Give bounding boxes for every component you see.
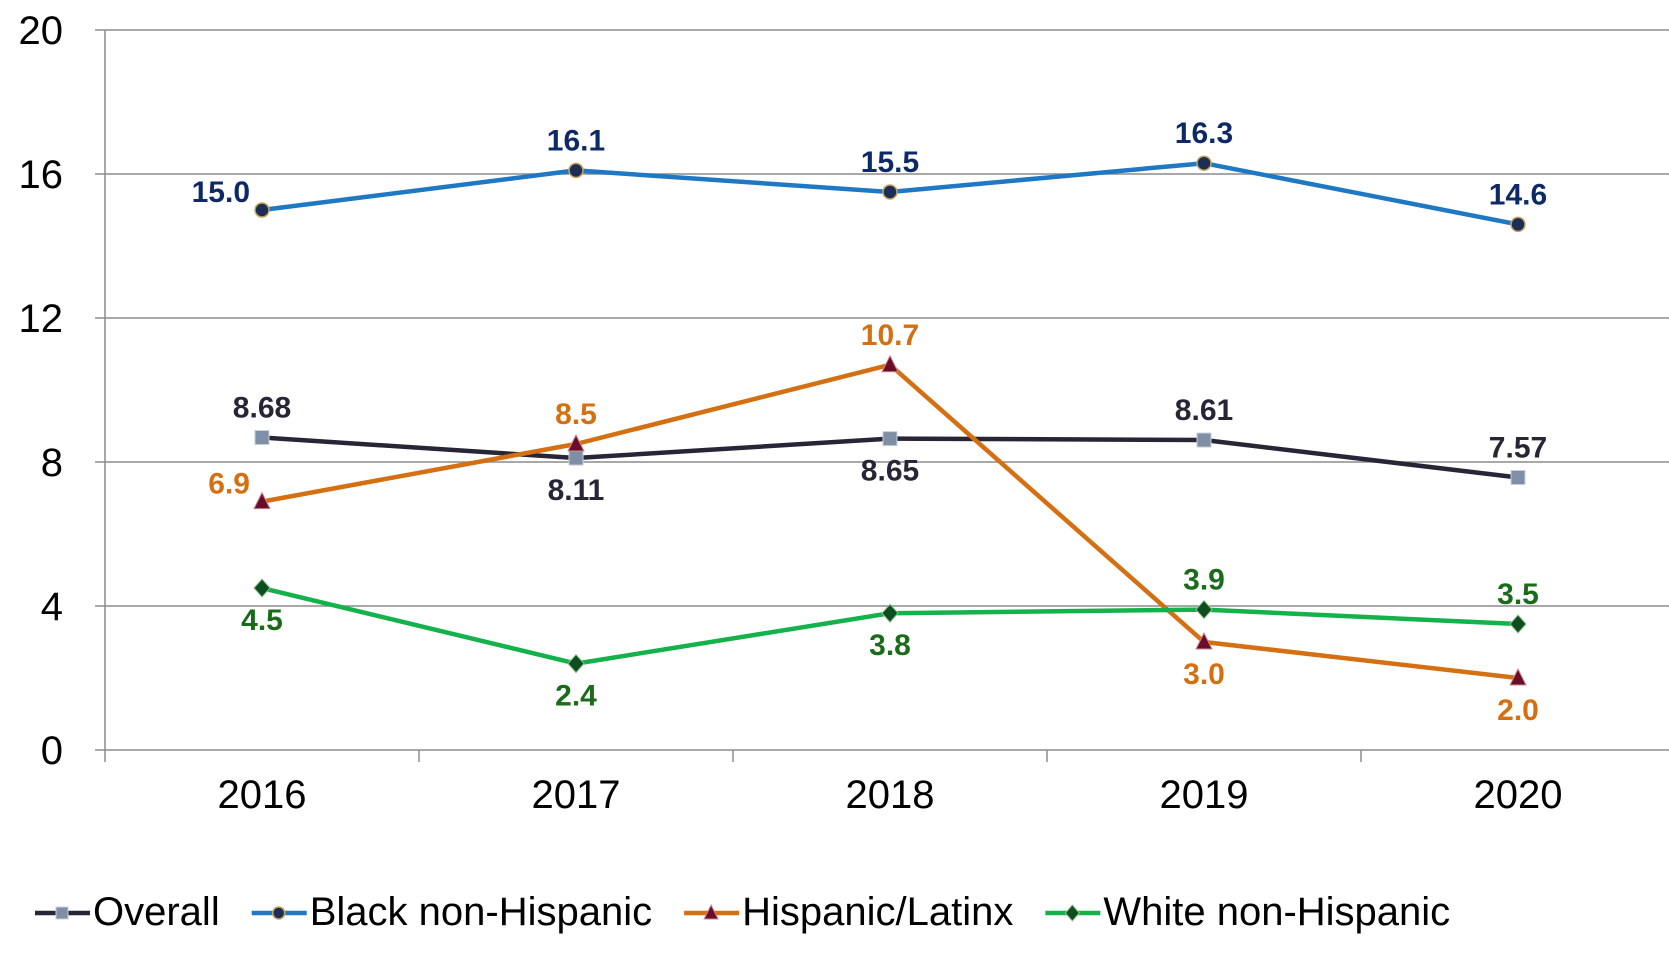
data-label: 16.1	[547, 124, 605, 157]
data-label: 8.65	[861, 455, 919, 488]
data-label: 3.8	[869, 629, 911, 662]
y-tick-label: 12	[19, 297, 64, 341]
data-point-hispanic-latinx	[567, 433, 585, 452]
data-point-overall	[882, 431, 898, 447]
y-tick-label: 4	[41, 585, 63, 629]
data-point-black-non-hispanic	[1196, 155, 1212, 171]
data-label: 3.5	[1497, 578, 1539, 611]
x-tick-label: 2016	[218, 773, 307, 817]
data-point-black-non-hispanic	[568, 162, 584, 179]
data-point-black-non-hispanic	[1510, 216, 1526, 233]
legend: Overall Black non-Hispanic Hispanic/Latinx…	[35, 890, 1450, 934]
data-label: 3.0	[1183, 658, 1225, 691]
legend-item-overall: Overall	[35, 890, 220, 934]
legend-label: Black non-Hispanic	[310, 890, 652, 934]
data-labels: 8.68 8.11 8.65 8.61 7.57 15.0 16.1 15.5 16.3 14.6…	[192, 117, 1548, 727]
y-tick-label: 16	[19, 153, 64, 197]
gridlines	[105, 29, 1669, 607]
legend-item-white-non-hispanic: White non-Hispanic	[1045, 890, 1450, 934]
legend-marker-white-non-hispanic	[1064, 904, 1081, 922]
data-label: 15.5	[861, 146, 919, 179]
data-label: 14.6	[1489, 178, 1547, 211]
x-tick-label: 2017	[532, 773, 621, 817]
legend-item-black-non-hispanic: Black non-Hispanic	[251, 890, 652, 934]
series-group	[253, 155, 1527, 686]
data-point-hispanic-latinx	[1509, 667, 1527, 686]
data-label: 2.4	[555, 680, 597, 713]
legend-marker-hispanic-latinx	[703, 903, 719, 920]
data-point-hispanic-latinx	[881, 354, 899, 373]
data-label: 8.68	[233, 392, 291, 425]
data-label: 7.57	[1489, 431, 1547, 464]
x-tick-label: 2018	[846, 773, 935, 817]
x-tick-label: 2019	[1160, 773, 1249, 817]
data-point-white-non-hispanic	[1195, 599, 1213, 620]
data-point-white-non-hispanic	[567, 653, 585, 674]
data-point-black-non-hispanic	[254, 202, 270, 218]
data-point-white-non-hispanic	[881, 603, 899, 623]
data-label: 8.61	[1175, 394, 1233, 427]
y-tick-label: 0	[41, 729, 63, 773]
data-label: 2.0	[1497, 694, 1539, 727]
data-point-hispanic-latinx	[253, 491, 271, 510]
data-label: 8.5	[555, 398, 597, 431]
data-point-black-non-hispanic	[882, 184, 898, 200]
data-point-overall	[568, 450, 584, 466]
legend-item-hispanic-latinx: Hispanic/Latinx	[684, 890, 1013, 934]
axes: 0 4 8 12 16 20 2016 2017 2018 2019 2020	[19, 9, 1669, 817]
data-point-overall	[1196, 432, 1212, 448]
legend-label: White non-Hispanic	[1103, 890, 1450, 934]
data-label: 15.0	[192, 176, 250, 209]
legend-label: Hispanic/Latinx	[742, 890, 1013, 934]
data-label: 4.5	[241, 604, 283, 637]
data-label: 16.3	[1175, 117, 1233, 150]
legend-label: Overall	[93, 890, 220, 934]
data-point-overall	[1510, 469, 1526, 485]
x-tick-label: 2020	[1474, 773, 1563, 817]
data-label: 3.9	[1183, 564, 1225, 597]
legend-marker-overall	[55, 906, 69, 920]
y-tick-label: 8	[41, 441, 63, 485]
data-label: 8.11	[548, 474, 605, 507]
data-label: 10.7	[861, 319, 919, 352]
data-point-white-non-hispanic	[253, 578, 271, 598]
data-point-overall	[254, 430, 270, 446]
y-tick-label: 20	[19, 9, 64, 53]
data-point-white-non-hispanic	[1509, 614, 1527, 634]
data-point-hispanic-latinx	[1195, 631, 1213, 650]
legend-marker-black-non-hispanic	[271, 906, 286, 920]
data-label: 6.9	[208, 468, 250, 501]
